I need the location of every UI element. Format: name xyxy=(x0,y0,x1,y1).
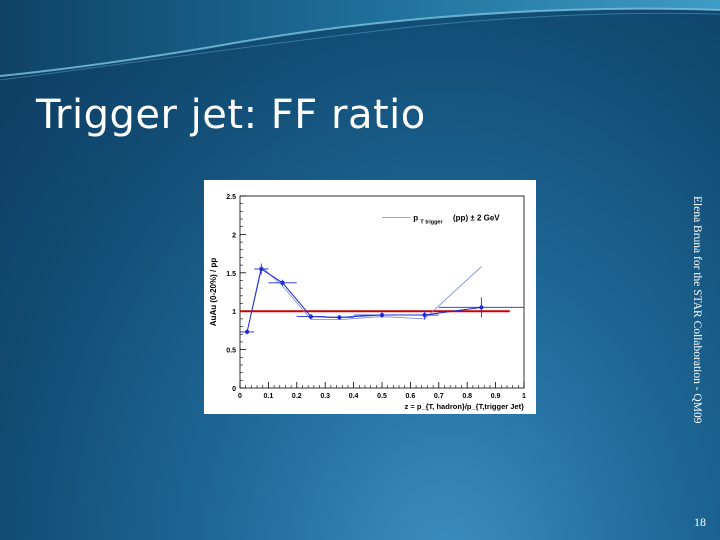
legend-label-rest: (pp) ± 2 GeV xyxy=(453,214,500,223)
data-point xyxy=(337,315,342,320)
y-tick-label: 2 xyxy=(232,232,236,239)
y-tick-label: 0.5 xyxy=(226,348,236,355)
y-tick-label: 2.5 xyxy=(226,194,236,201)
x-tick-label: 0.9 xyxy=(491,393,501,400)
y-tick-label: 1.5 xyxy=(226,271,236,278)
author-credit: Elena Bruna for the STAR Collaboration -… xyxy=(691,196,703,424)
x-tick-label: 0.3 xyxy=(320,393,330,400)
y-tick-label: 0 xyxy=(232,386,236,393)
header-wave-decoration xyxy=(0,0,720,80)
series-line-secondary xyxy=(246,265,482,333)
data-point xyxy=(479,305,484,310)
y-axis-label: AuAu (0-20%) / pp xyxy=(209,258,218,327)
legend-label-sub: T trigger xyxy=(420,220,443,226)
x-tick-label: 0.5 xyxy=(377,393,387,400)
ff-ratio-chart: 0 0.5 1 1.5 2 2.5 0 0.1 0.2 0.3 0.4 0.5 0.6 0.7 0.8 0.9… xyxy=(209,194,526,411)
ff-ratio-figure: 0 0.5 1 1.5 2 2.5 0 0.1 0.2 0.3 0.4 0.5 0.6 0.7 0.8 0.9… xyxy=(204,180,536,414)
legend-label-main: p xyxy=(413,214,418,223)
x-tick-label: 0.6 xyxy=(406,393,416,400)
data-point xyxy=(280,280,285,285)
slide-title: Trigger jet: FF ratio xyxy=(36,92,426,138)
x-tick-label: 1 xyxy=(522,393,526,400)
x-tick-label: 0.1 xyxy=(264,393,274,400)
x-tick-label: 0.7 xyxy=(434,393,444,400)
y-tick-label: 1 xyxy=(232,309,236,316)
x-tick-label: 0.2 xyxy=(292,393,302,400)
data-point xyxy=(259,266,264,271)
data-point xyxy=(245,329,250,334)
data-point xyxy=(309,314,313,319)
slide-number: 18 xyxy=(694,515,706,529)
data-point xyxy=(380,313,384,318)
x-axis-label: z = p_{T, hadron}/p_{T,trigger Jet} xyxy=(405,402,524,411)
data-point xyxy=(422,313,427,318)
x-tick-label: 0.4 xyxy=(349,393,359,400)
x-tick-label: 0.8 xyxy=(462,393,472,400)
x-tick-label: 0 xyxy=(238,393,242,400)
plot-frame xyxy=(239,195,525,389)
